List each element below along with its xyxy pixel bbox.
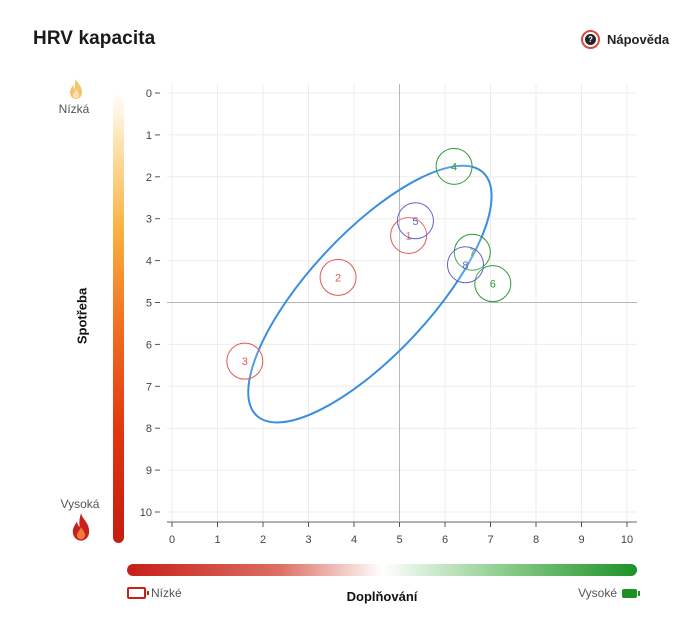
data-point-circle [396,202,434,240]
data-point-circle [435,147,473,185]
y-tick-label: 1 [146,130,152,142]
y-tick-label: 8 [146,423,152,435]
data-point-7: 7 [453,233,491,271]
replenishment-gradient-bar [127,564,637,576]
data-point-circle [474,265,512,303]
battery-low-icon [127,587,149,599]
x-tick-label: 0 [169,534,175,546]
y-tick-label: 5 [146,298,152,310]
x-tick-label: 5 [396,534,402,546]
data-point-circle [453,233,491,271]
flame-low-icon [70,79,82,99]
y-tick-label: 6 [146,339,152,351]
y-high-label: Vysoká [60,497,100,511]
y-tick-label: 4 [146,256,152,268]
consumption-gradient-bar [113,93,124,543]
data-point-8: 8 [446,246,484,284]
y-tick-label: 9 [146,465,152,477]
x-tick-label: 7 [487,534,493,546]
data-point-label: 8 [462,260,468,272]
data-point-5: 5 [396,202,434,240]
x-tick-label: 4 [351,534,357,546]
data-point-label: 7 [469,247,475,259]
x-axis-title: Doplňování [346,589,418,604]
confidence-ellipse [247,164,493,424]
y-tick-label: 2 [146,172,152,184]
data-point-label: 6 [490,279,496,291]
x-tick-label: 1 [214,534,220,546]
x-tick-label: 10 [621,534,633,546]
data-point-label: 1 [406,230,412,242]
data-point-label: 3 [242,356,248,368]
x-tick-label: 9 [578,534,584,546]
data-point-label: 4 [451,161,457,173]
x-tick-label: 8 [533,534,539,546]
x-low-label: Nízké [151,586,182,600]
data-point-circle [319,258,357,296]
y-tick-label: 10 [140,507,152,519]
data-point-circle [226,342,264,380]
data-point-6: 6 [474,265,512,303]
x-tick-label: 6 [442,534,448,546]
data-point-1: 1 [390,216,428,254]
x-low-legend: Nízké [127,586,182,600]
battery-high-icon [622,588,640,598]
data-point-label: 5 [412,216,418,228]
data-point-circle [446,246,484,284]
flame-high-icon [72,513,90,541]
y-tick-label: 0 [146,88,152,100]
help-label: Nápověda [607,31,670,47]
question-icon: ? [581,29,600,49]
data-point-4: 4 [435,147,473,185]
y-low-label: Nízká [58,102,90,116]
x-high-legend: Vysoké [578,586,640,600]
help-button[interactable]: ? Nápověda [581,28,669,50]
y-tick-label: 3 [146,214,152,226]
ellipse-layer [247,164,493,424]
x-tick-label: 2 [260,534,266,546]
x-high-label: Vysoké [578,586,617,600]
data-point-2: 2 [319,258,357,296]
crosshair [167,84,637,522]
data-point-3: 3 [226,342,264,380]
y-tick-label: 7 [146,381,152,393]
data-point-label: 2 [335,272,341,284]
page-title: HRV kapacita [33,28,156,49]
points: 1 2 3 4 5 6 78 [226,147,512,380]
x-tick-label: 3 [305,534,311,546]
